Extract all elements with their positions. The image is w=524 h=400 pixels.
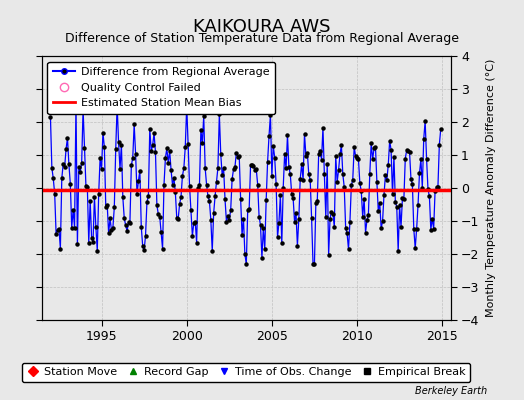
Legend: Station Move, Record Gap, Time of Obs. Change, Empirical Break: Station Move, Record Gap, Time of Obs. C…	[22, 363, 471, 382]
Text: KAIKOURA AWS: KAIKOURA AWS	[193, 18, 331, 36]
Text: Berkeley Earth: Berkeley Earth	[415, 386, 487, 396]
Text: Difference of Station Temperature Data from Regional Average: Difference of Station Temperature Data f…	[65, 32, 459, 45]
Y-axis label: Monthly Temperature Anomaly Difference (°C): Monthly Temperature Anomaly Difference (…	[486, 59, 496, 317]
